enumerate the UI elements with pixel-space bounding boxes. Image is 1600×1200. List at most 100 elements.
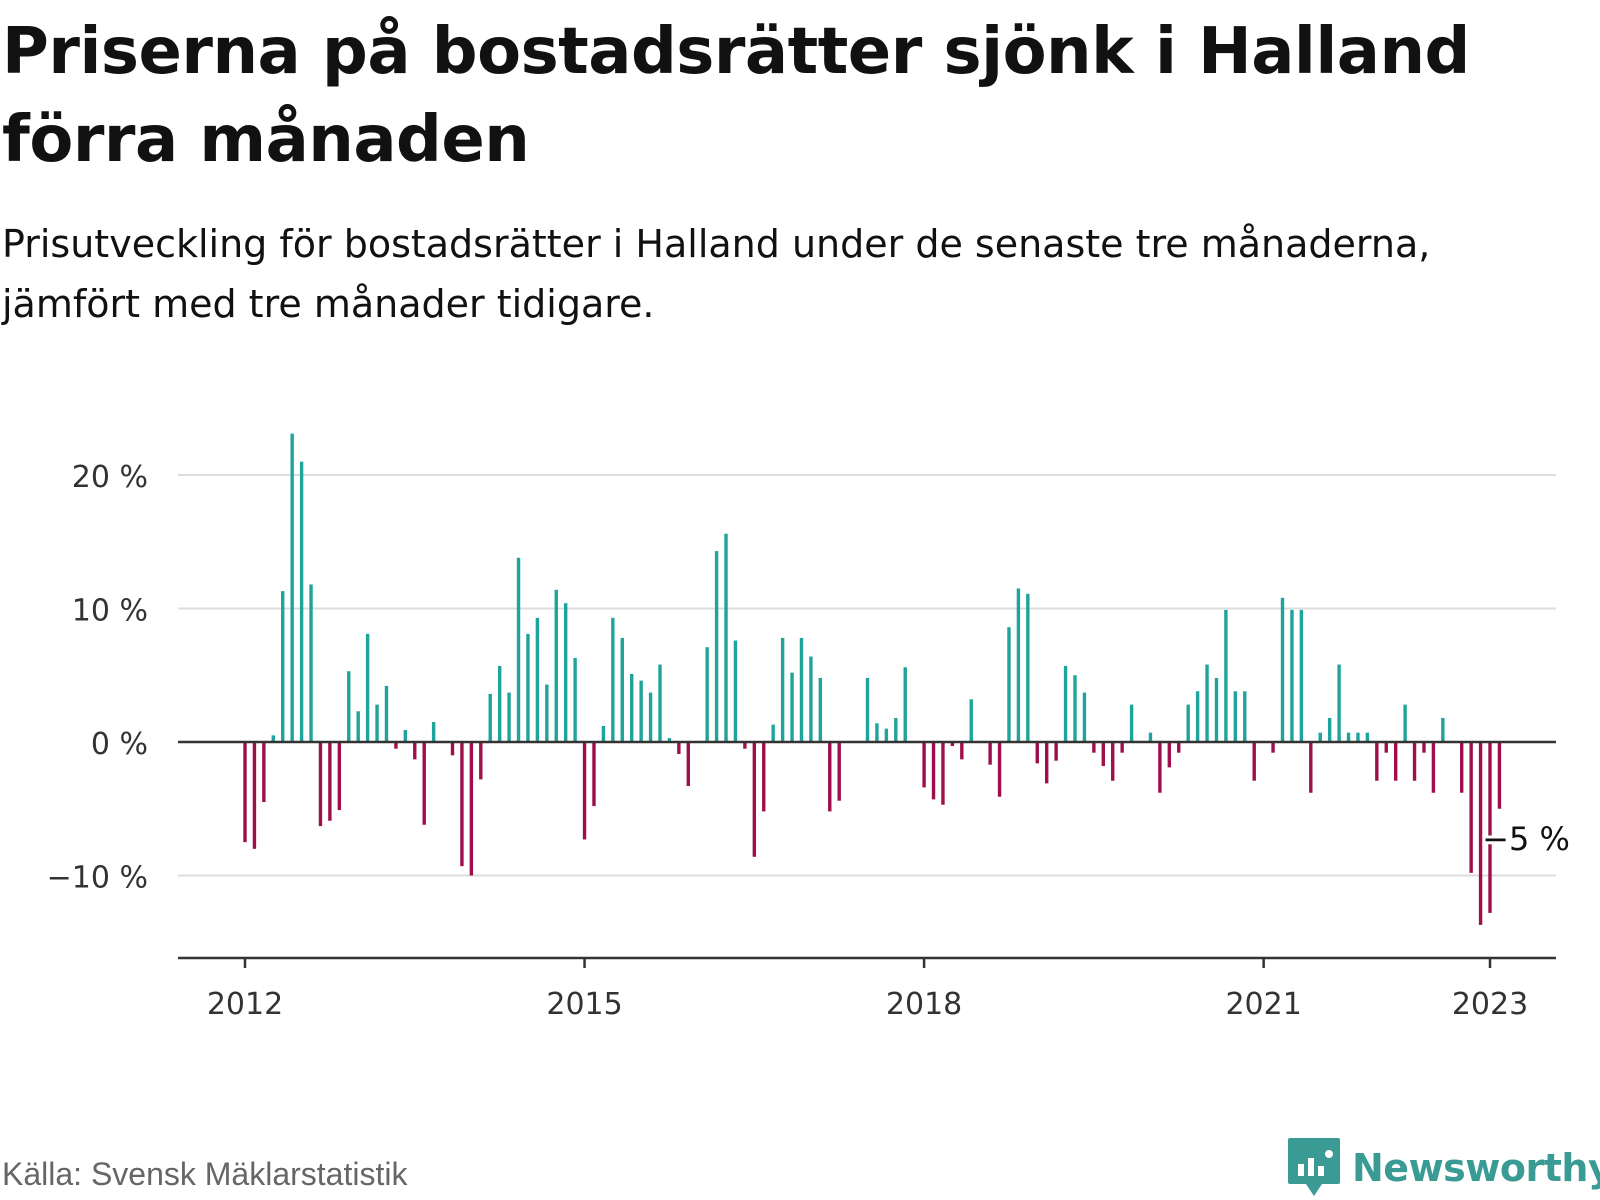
bar (639, 680, 643, 742)
bar (1431, 742, 1436, 793)
y-tick-label: −10 % (47, 861, 148, 896)
bar (648, 692, 653, 742)
bar (1082, 692, 1087, 742)
bar (1148, 732, 1153, 742)
bar (554, 589, 558, 742)
bar (931, 742, 936, 800)
bar (1195, 691, 1200, 742)
bar (1158, 742, 1162, 793)
bar (516, 557, 521, 742)
bar (337, 742, 342, 811)
bar (941, 742, 945, 805)
bar (1035, 742, 1039, 764)
bar (526, 633, 530, 742)
bar (1356, 732, 1360, 742)
chart-title: Priserna på bostadsrätter sjönk i Hallan… (2, 15, 1470, 177)
bar (601, 725, 606, 742)
bar (1224, 609, 1228, 742)
x-tick-label: 2021 (1225, 987, 1301, 1022)
bar (1092, 742, 1096, 753)
bar (837, 742, 841, 801)
bar (582, 742, 587, 840)
bar (1327, 717, 1332, 742)
bar (1073, 675, 1077, 742)
tick-labels: 20 % 10 % 0 % −10 % 2012 2015 2018 2021 2023 −5 % (47, 460, 1573, 1022)
bar (394, 742, 398, 749)
bar (460, 742, 464, 867)
bar (356, 711, 360, 742)
x-tick-label: 2023 (1452, 987, 1528, 1022)
bar-chart: 20 % 10 % 0 % −10 % 2012 2015 2018 2021 2023 −5 % (46, 433, 1573, 1022)
bar (243, 742, 247, 843)
bar (875, 723, 879, 742)
bar (1422, 742, 1426, 753)
bar (771, 724, 775, 742)
brand-name: Newsworthy (1352, 1146, 1600, 1190)
bar (497, 665, 502, 742)
bar (667, 737, 672, 742)
bar (450, 742, 455, 756)
bar (724, 533, 728, 742)
bar (1063, 665, 1068, 742)
bar (545, 684, 549, 742)
source-note: Källa: Svensk Mäklarstatistik (2, 1156, 408, 1192)
bar (469, 742, 474, 876)
bar (988, 742, 992, 765)
bar (422, 742, 426, 825)
bar (799, 637, 804, 742)
bar (290, 433, 294, 742)
bar (507, 692, 511, 742)
brand-logo: Newsworthy (1288, 1138, 1600, 1198)
bar (1177, 742, 1181, 753)
bar (1365, 732, 1370, 742)
bar (1026, 593, 1030, 742)
bar (299, 461, 304, 742)
bar (903, 667, 907, 742)
y-tick-label: 0 % (91, 727, 148, 762)
bar (894, 717, 898, 742)
bar (403, 729, 408, 742)
bar (762, 742, 766, 812)
bar (328, 742, 332, 821)
bar (252, 742, 257, 849)
bar (1393, 742, 1398, 781)
last-value-label: −5 % (1482, 820, 1570, 858)
bar (1167, 742, 1172, 768)
bar (347, 671, 351, 742)
bar (1280, 597, 1285, 742)
bar (1054, 742, 1058, 761)
bar (1271, 742, 1275, 753)
bar (884, 728, 889, 742)
bar (1441, 717, 1445, 742)
bar (658, 664, 662, 742)
bar (1403, 704, 1407, 742)
bar (1469, 742, 1473, 873)
bar (1290, 609, 1294, 742)
bar (1375, 742, 1379, 781)
bar (431, 721, 436, 742)
bar (1214, 677, 1219, 742)
bars (243, 433, 1502, 925)
bar (828, 742, 832, 812)
bar (780, 637, 785, 742)
bar (1337, 664, 1341, 742)
bar (413, 742, 417, 760)
bar (686, 742, 690, 787)
y-tick-label: 10 % (72, 594, 148, 629)
bar (1016, 588, 1021, 742)
bar (733, 640, 738, 742)
bar (997, 742, 1002, 797)
bar (1205, 664, 1209, 742)
bar (1186, 704, 1190, 742)
bar (630, 673, 634, 742)
bar (620, 637, 624, 742)
bar (1045, 742, 1049, 784)
newsworthy-logo-icon (1288, 1138, 1340, 1196)
bar (950, 742, 955, 747)
bar (375, 704, 379, 742)
chart-subtitle: Prisutveckling för bostadsrätter i Halla… (2, 222, 1431, 326)
bar (271, 735, 275, 742)
bar (573, 657, 577, 742)
bar (743, 742, 747, 749)
bar (809, 656, 813, 742)
